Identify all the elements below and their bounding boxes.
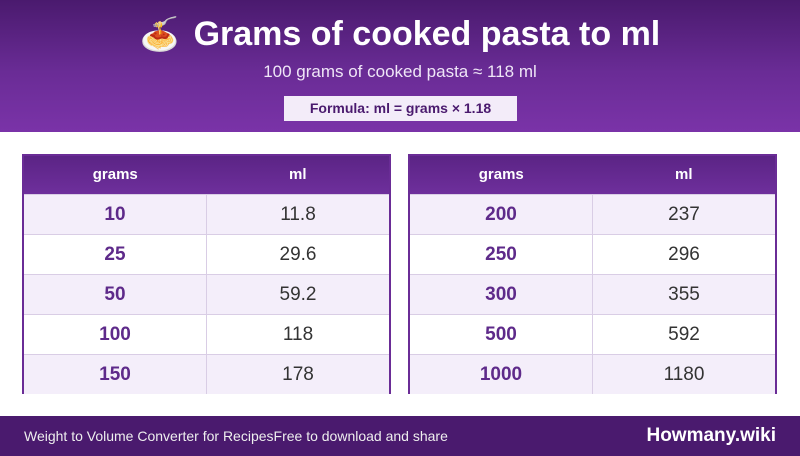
table-header: grams ml: [24, 156, 389, 194]
grams-cell: 100: [24, 315, 207, 354]
grams-cell: 25: [24, 235, 207, 274]
conversion-table-right: grams ml 200 237 250 296 300 355 500 592…: [408, 154, 777, 394]
grams-cell: 200: [410, 195, 593, 234]
ml-cell: 1180: [663, 364, 705, 385]
page-title: 🍝 Grams of cooked pasta to ml: [0, 12, 800, 56]
table-row: 200 237: [410, 194, 775, 234]
grams-cell: 500: [410, 315, 593, 354]
page-title-text: Grams of cooked pasta to ml: [193, 15, 661, 53]
ml-cell: 237: [668, 204, 700, 225]
ml-cell: 592: [668, 324, 700, 345]
brand-logo-text[interactable]: Howmany.wiki: [646, 425, 776, 446]
ml-cell: 11.8: [280, 204, 316, 225]
grams-cell: 300: [410, 275, 593, 314]
pasta-icon: 🍝: [139, 16, 180, 52]
ml-cell: 355: [668, 284, 700, 305]
grams-cell: 10: [24, 195, 207, 234]
conversion-table-left: grams ml 10 11.8 25 29.6 50 59.2 100 118…: [22, 154, 391, 394]
table-header: grams ml: [410, 156, 775, 194]
table-row: 500 592: [410, 314, 775, 354]
footer-bar: Weight to Volume Converter for RecipesFr…: [0, 416, 800, 456]
formula-badge: Formula: ml = grams × 1.18: [284, 96, 517, 121]
ml-cell: 59.2: [279, 284, 317, 305]
ml-cell: 296: [668, 244, 700, 265]
footer-share-note: Free to download and share: [273, 428, 448, 444]
grams-cell: 1000: [410, 355, 593, 394]
table-row: 150 178: [24, 354, 389, 394]
table-row: 300 355: [410, 274, 775, 314]
ml-cell: 118: [282, 324, 314, 345]
grams-cell: 50: [24, 275, 207, 314]
footer-caption: Weight to Volume Converter for RecipesFr…: [24, 416, 448, 456]
table-row: 50 59.2: [24, 274, 389, 314]
grams-cell: 250: [410, 235, 593, 274]
header-banner: 🍝 Grams of cooked pasta to ml 100 grams …: [0, 0, 800, 132]
column-header-ml: ml: [288, 166, 307, 183]
column-header-grams: grams: [478, 166, 524, 183]
column-header-grams: grams: [92, 166, 138, 183]
table-row: 1000 1180: [410, 354, 775, 394]
ml-cell: 29.6: [279, 244, 317, 265]
page-subtitle: 100 grams of cooked pasta ≈ 118 ml: [263, 62, 537, 81]
footer-converter-name: Weight to Volume Converter for Recipes: [24, 428, 274, 444]
ml-cell: 178: [282, 364, 314, 385]
table-row: 100 118: [24, 314, 389, 354]
table-row: 25 29.6: [24, 234, 389, 274]
table-row: 10 11.8: [24, 194, 389, 234]
grams-cell: 150: [24, 355, 207, 394]
table-row: 250 296: [410, 234, 775, 274]
column-header-ml: ml: [674, 166, 693, 183]
